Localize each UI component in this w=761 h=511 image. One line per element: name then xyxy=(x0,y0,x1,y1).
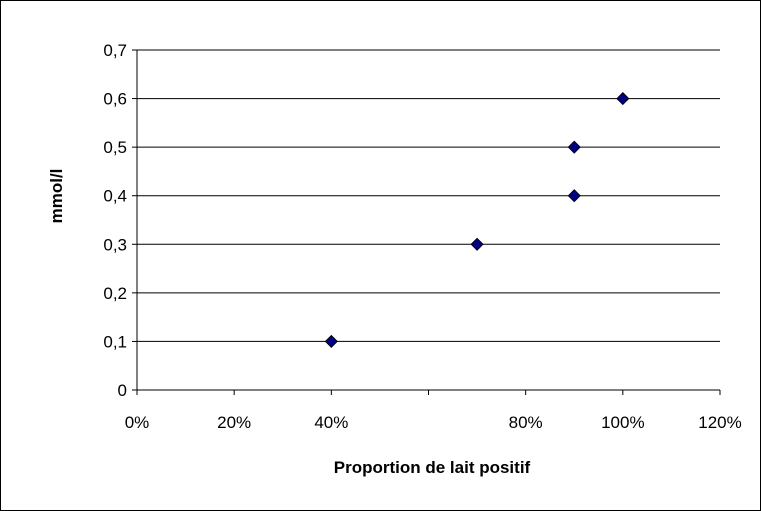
data-point xyxy=(616,92,630,106)
y-tick-label: 0,5 xyxy=(103,138,127,157)
data-point xyxy=(470,237,484,251)
y-tick-label: 0,2 xyxy=(103,284,127,303)
y-axis-title: mmol/l xyxy=(47,169,66,224)
x-axis-title: Proportion de lait positif xyxy=(334,458,531,477)
x-tick-label: 20% xyxy=(217,413,251,432)
y-tick-label: 0 xyxy=(118,381,127,400)
y-tick-labels: 0 0,1 0,2 0,3 0,4 0,5 0,6 0,7 xyxy=(103,41,127,400)
data-point xyxy=(567,189,581,203)
y-tick-label: 0,3 xyxy=(103,235,127,254)
data-points xyxy=(324,92,630,348)
y-tick-label: 0,7 xyxy=(103,41,127,60)
y-tick-label: 0,1 xyxy=(103,332,127,351)
x-tick-label: 100% xyxy=(601,413,644,432)
data-point xyxy=(324,334,338,348)
x-tick-label: 0% xyxy=(125,413,150,432)
gridlines xyxy=(137,49,720,342)
data-point xyxy=(567,140,581,154)
x-tick-label: 80% xyxy=(509,413,543,432)
y-tick-label: 0,6 xyxy=(103,90,127,109)
x-tick-label: 120% xyxy=(698,413,741,432)
axes xyxy=(132,49,721,395)
x-tick-labels: 0% 20% 40% 80% 100% 120% xyxy=(125,413,742,432)
y-tick-label: 0,4 xyxy=(103,187,127,206)
x-tick-label: 40% xyxy=(314,413,348,432)
